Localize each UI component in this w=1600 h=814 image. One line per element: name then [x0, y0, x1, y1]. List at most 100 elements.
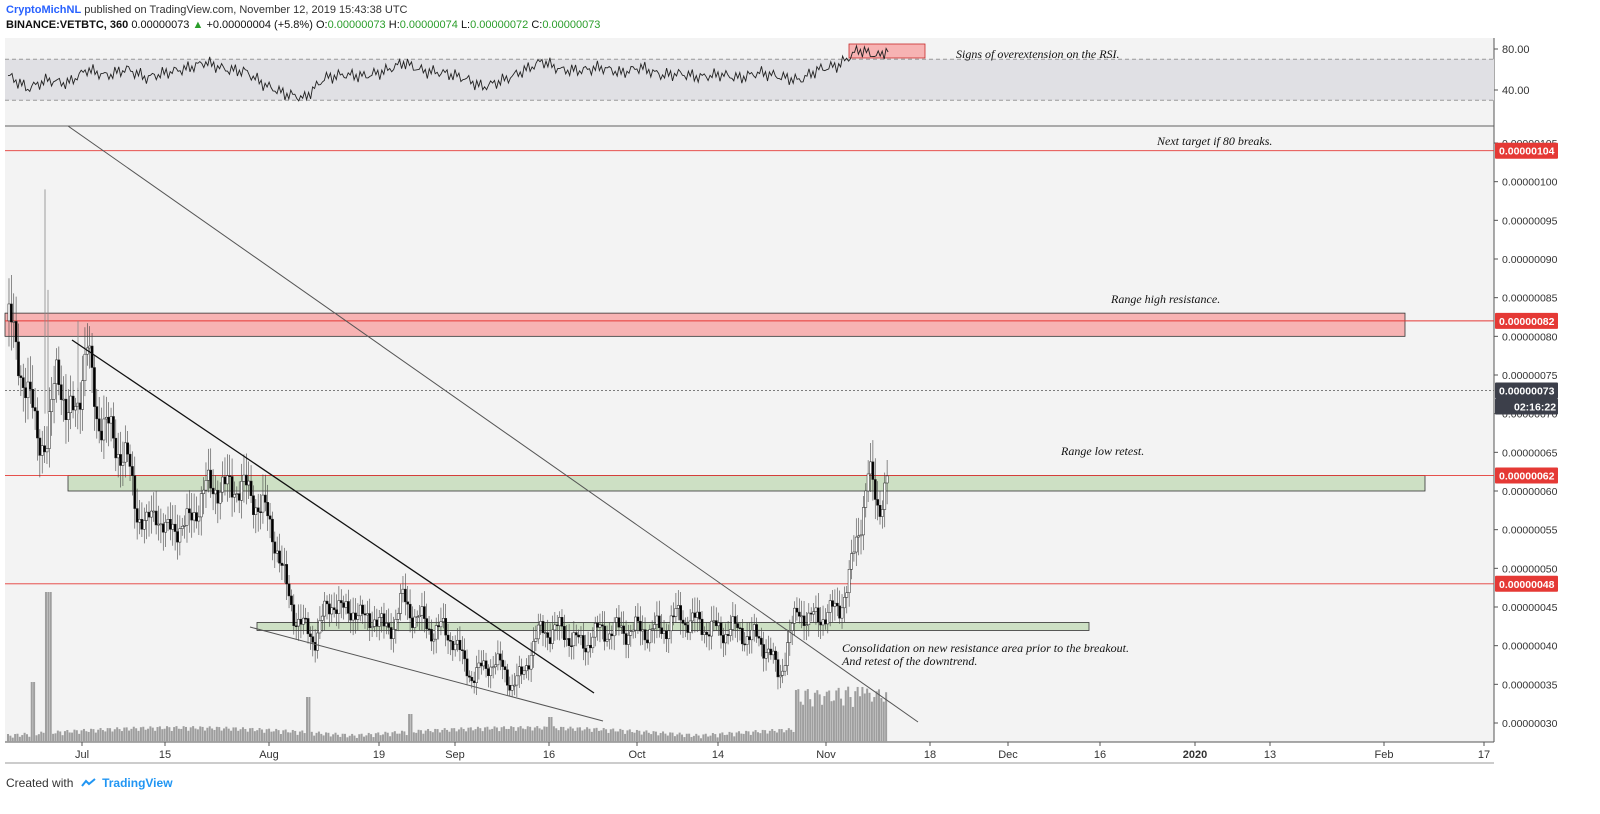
candle-body[interactable]: [81, 380, 84, 410]
candle-body[interactable]: [439, 621, 443, 628]
candle-body[interactable]: [876, 499, 879, 506]
candle-body[interactable]: [748, 636, 751, 641]
candle-body[interactable]: [733, 616, 737, 624]
candle-body[interactable]: [290, 595, 293, 606]
candle-body[interactable]: [881, 509, 884, 517]
candle-body[interactable]: [349, 613, 353, 621]
candle-body[interactable]: [318, 620, 322, 634]
candle-body[interactable]: [387, 623, 391, 628]
candle-body[interactable]: [344, 601, 348, 608]
candle-body[interactable]: [133, 475, 137, 509]
candle-body[interactable]: [527, 665, 531, 670]
candle-body[interactable]: [610, 633, 614, 637]
candle-body[interactable]: [249, 480, 253, 496]
candle-body[interactable]: [506, 669, 509, 686]
candle-body[interactable]: [126, 442, 130, 455]
candle-body[interactable]: [432, 638, 436, 642]
candle-body[interactable]: [47, 411, 51, 449]
candle-body[interactable]: [437, 625, 440, 628]
candle-body[interactable]: [532, 641, 535, 656]
candle-body[interactable]: [24, 387, 27, 399]
candle-body[interactable]: [169, 519, 172, 530]
rsi-overextension-box[interactable]: [848, 43, 926, 59]
candle-body[interactable]: [560, 617, 564, 627]
candle-body[interactable]: [408, 603, 412, 619]
candle-body[interactable]: [627, 634, 630, 645]
candle-body[interactable]: [719, 622, 723, 636]
candle-body[interactable]: [261, 494, 265, 513]
candle-body[interactable]: [472, 680, 476, 683]
candle-body[interactable]: [266, 502, 270, 517]
candle-body[interactable]: [323, 600, 326, 617]
candle-body[interactable]: [128, 453, 132, 467]
candle-body[interactable]: [724, 634, 728, 644]
candle-body[interactable]: [430, 629, 433, 642]
candle-body[interactable]: [722, 635, 725, 644]
price-tag-box[interactable]: [1495, 575, 1558, 592]
candle-body[interactable]: [28, 381, 32, 390]
candle-body[interactable]: [233, 494, 236, 498]
candle-body[interactable]: [577, 634, 580, 638]
candle-body[interactable]: [176, 531, 179, 543]
candle-body[interactable]: [714, 620, 718, 627]
candle-body[interactable]: [57, 359, 61, 385]
candle-body[interactable]: [278, 550, 281, 564]
candle-body[interactable]: [562, 626, 566, 640]
candle-body[interactable]: [59, 384, 63, 400]
candle-body[interactable]: [622, 625, 626, 634]
candle-body[interactable]: [325, 600, 329, 605]
candle-body[interactable]: [337, 600, 341, 614]
candle-body[interactable]: [574, 632, 578, 636]
candle-body[interactable]: [859, 534, 863, 537]
candle-body[interactable]: [380, 613, 383, 618]
candle-body[interactable]: [401, 588, 405, 594]
candle-body[interactable]: [641, 629, 645, 632]
candle-body[interactable]: [494, 664, 497, 668]
candle-body[interactable]: [330, 607, 334, 615]
candle-body[interactable]: [797, 611, 801, 617]
candle-body[interactable]: [873, 479, 877, 500]
price-tag-box[interactable]: [1495, 398, 1558, 415]
candle-body[interactable]: [600, 624, 604, 627]
candle-body[interactable]: [104, 416, 108, 420]
candle-body[interactable]: [852, 551, 856, 554]
candle-body[interactable]: [617, 617, 621, 628]
candle-body[interactable]: [434, 625, 438, 640]
candle-body[interactable]: [857, 535, 860, 538]
candle-body[interactable]: [21, 377, 25, 388]
candle-body[interactable]: [446, 634, 450, 641]
candle-body[interactable]: [358, 604, 362, 617]
candle-body[interactable]: [736, 623, 739, 628]
candle-body[interactable]: [534, 638, 538, 642]
candle-body[interactable]: [475, 667, 478, 683]
candle-body[interactable]: [311, 636, 315, 643]
candle-body[interactable]: [586, 644, 590, 653]
candle-body[interactable]: [100, 430, 103, 441]
long-downtrend-line[interactable]: [67, 125, 919, 723]
candle-body[interactable]: [650, 628, 654, 631]
candle-body[interactable]: [503, 666, 507, 670]
candle-body[interactable]: [869, 461, 872, 475]
candle-body[interactable]: [496, 653, 500, 666]
candle-body[interactable]: [795, 607, 799, 613]
candle-body[interactable]: [522, 670, 526, 675]
candle-body[interactable]: [415, 616, 419, 618]
candle-body[interactable]: [366, 613, 369, 616]
candle-body[interactable]: [487, 668, 490, 677]
candle-body[interactable]: [515, 675, 519, 686]
candle-body[interactable]: [603, 625, 607, 642]
candle-body[interactable]: [738, 627, 742, 629]
candle-body[interactable]: [399, 593, 402, 614]
candle-body[interactable]: [154, 510, 158, 526]
candle-body[interactable]: [55, 359, 58, 385]
candle-body[interactable]: [755, 624, 758, 637]
candle-body[interactable]: [294, 625, 298, 627]
candle-body[interactable]: [119, 454, 122, 466]
candle-body[interactable]: [40, 445, 44, 456]
falling-wedge-upper-line[interactable]: [71, 339, 595, 694]
candle-body[interactable]: [489, 666, 493, 677]
candle-body[interactable]: [634, 616, 637, 631]
candle-body[interactable]: [66, 412, 70, 420]
candle-body[interactable]: [833, 602, 837, 607]
candle-body[interactable]: [135, 508, 139, 523]
